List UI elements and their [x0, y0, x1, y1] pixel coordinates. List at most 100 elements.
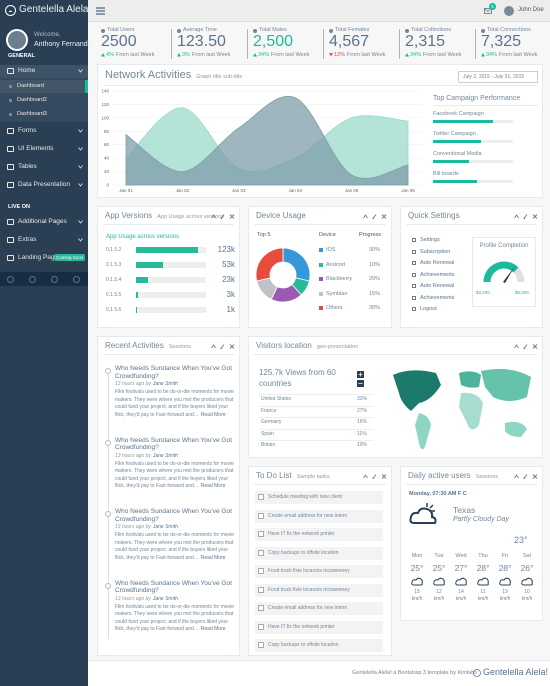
forecast-temp: 27°: [454, 563, 468, 573]
todo-item[interactable]: Schedule meeting with new client: [255, 491, 383, 504]
menu-label: Additional Pages: [18, 218, 67, 225]
date-range[interactable]: July 2, 2015 - July 31, 2015: [458, 71, 538, 83]
stat-icon: [481, 29, 485, 33]
panel-controls: [514, 344, 538, 349]
forecast-day: Wed: [455, 553, 467, 559]
activity-title[interactable]: Who Needs Sundance When You've Got Crowd…: [115, 508, 232, 523]
activity-author[interactable]: Jane Smith: [152, 524, 178, 530]
forecast-icon: [499, 577, 511, 586]
todo-item[interactable]: Create email address for new intern: [255, 509, 383, 523]
sidebar: Gentelella Alela! Welcome, Anthony Fernand…: [0, 0, 92, 686]
todo-item[interactable]: Copy backups to offsite location: [255, 546, 383, 560]
forecast-cloud: [455, 577, 467, 586]
todo-item[interactable]: Have IT fix the network printer: [255, 620, 383, 634]
bar-label: 0.1.5.4: [106, 277, 122, 283]
map-region: [505, 421, 527, 437]
todo-item[interactable]: Have IT fix the network printer: [255, 528, 383, 541]
forecast-cloud: [521, 577, 533, 586]
todo-item[interactable]: Food truck fixie locavors mcsweeney: [255, 583, 383, 597]
todo-item[interactable]: Create email address for new intern: [255, 602, 383, 615]
read-more[interactable]: Read More: [200, 483, 226, 489]
menu-icon: [7, 128, 14, 134]
read-more[interactable]: Read More: [200, 411, 226, 418]
todo-checkbox: [258, 568, 264, 574]
table-row-rule: [259, 405, 374, 407]
stat-value: 2500: [101, 33, 137, 50]
submenu-item[interactable]: Dashboard: [0, 80, 88, 93]
read-more[interactable]: Read More: [200, 554, 226, 561]
read-more[interactable]: Read More: [200, 626, 226, 632]
forecast-cloud: [499, 577, 511, 586]
panel-header: To Do List Sample tasks: [256, 471, 330, 480]
menu-item[interactable]: Landing Page Coming Soon: [0, 252, 88, 265]
chevron: [78, 129, 83, 133]
stat-divider: [399, 29, 400, 59]
forecast-day: Mon: [411, 553, 423, 559]
legend-label: Symbian: [326, 290, 348, 297]
user-name: Anthony Fernando: [34, 41, 92, 48]
settings-link[interactable]: Achievements: [420, 271, 455, 278]
map-region: [415, 413, 431, 450]
forecast-wind: 10 km/h: [521, 589, 533, 602]
forecast-temp: 25°: [410, 563, 424, 573]
settings-link[interactable]: Auto Renewal: [420, 283, 455, 289]
weather-date: Monday, 07:30 AM F C: [409, 491, 467, 497]
donut-segment: [282, 247, 311, 282]
bar-value: 123k: [217, 245, 235, 254]
x-tick-label: Jan 05: [345, 188, 359, 193]
settings-link[interactable]: Subscription: [420, 248, 451, 255]
menu-item[interactable]: UI Elements: [0, 143, 88, 156]
menu-item[interactable]: Data Presentation: [0, 179, 88, 192]
collapse-icon: [514, 344, 519, 349]
settings-link[interactable]: Settings: [420, 237, 440, 243]
menu-toggle: [96, 7, 105, 15]
legend-value: 15%: [369, 290, 381, 297]
todo-item[interactable]: Copy backups to offsite location: [255, 639, 383, 652]
notification-badge[interactable]: 6: [489, 3, 496, 10]
activity-author[interactable]: Jane Smith: [152, 381, 178, 387]
submenu-item[interactable]: Dashboard2: [0, 94, 88, 107]
bar-track: [136, 292, 206, 298]
menu-item[interactable]: Home: [0, 65, 88, 78]
stat-change: 3% From last Week: [177, 52, 230, 58]
chevron: [78, 220, 83, 224]
activity-text: Film festivals used to be do-or-die mome…: [115, 461, 237, 491]
user-menu[interactable]: John Doe: [518, 7, 544, 13]
panel-controls: [514, 474, 538, 479]
legend-label: Others: [326, 305, 343, 311]
menu-label: UI Elements: [18, 145, 54, 152]
activity-title[interactable]: Who Needs Sundance When You've Got Crowd…: [115, 579, 232, 595]
todo-checkbox: [258, 531, 264, 537]
settings-link[interactable]: Auto Renewal: [420, 260, 455, 266]
activity-author[interactable]: Jane Smith: [152, 595, 178, 602]
stat-icon: [405, 29, 409, 33]
legend-swatch: [319, 277, 323, 281]
submenu-item[interactable]: Dashboard3: [0, 108, 88, 121]
panel-title: To Do List: [256, 471, 292, 480]
menu-item[interactable]: Forms: [0, 125, 88, 138]
x-tick-label: Jan 03: [232, 188, 246, 193]
settings-link[interactable]: Achievements: [420, 294, 455, 301]
forecast-temp: 28°: [498, 563, 512, 573]
change-arrow-shape: [177, 53, 181, 57]
country-share: 11%: [357, 430, 367, 437]
menu-item[interactable]: Tables: [0, 161, 88, 174]
activity-author[interactable]: Jane Smith: [152, 452, 178, 459]
avatar: [6, 29, 28, 51]
activity-title[interactable]: Who Needs Sundance When You've Got Crowd…: [115, 365, 232, 380]
gauge-fill: [483, 261, 519, 283]
menu-item[interactable]: Extras: [0, 234, 88, 247]
activity-time: 13 hours ago by: [115, 381, 151, 387]
table-row-rule: [259, 428, 374, 430]
panel-text: App Usage across versions: [106, 234, 180, 240]
change-arrow: [101, 53, 105, 57]
todo-checkbox: [258, 605, 264, 611]
settings-link[interactable]: Logout: [420, 306, 437, 312]
menu-item[interactable]: Additional Pages: [0, 216, 88, 229]
settings-icon: [412, 307, 416, 311]
bar: [136, 292, 138, 298]
x-tick-label: Jan 06: [401, 188, 415, 193]
forecast-icon: [455, 577, 467, 586]
activity-title[interactable]: Who Needs Sundance When You've Got Crowd…: [115, 436, 232, 452]
todo-item[interactable]: Food truck fixie locavors mcsweeney: [255, 565, 383, 578]
